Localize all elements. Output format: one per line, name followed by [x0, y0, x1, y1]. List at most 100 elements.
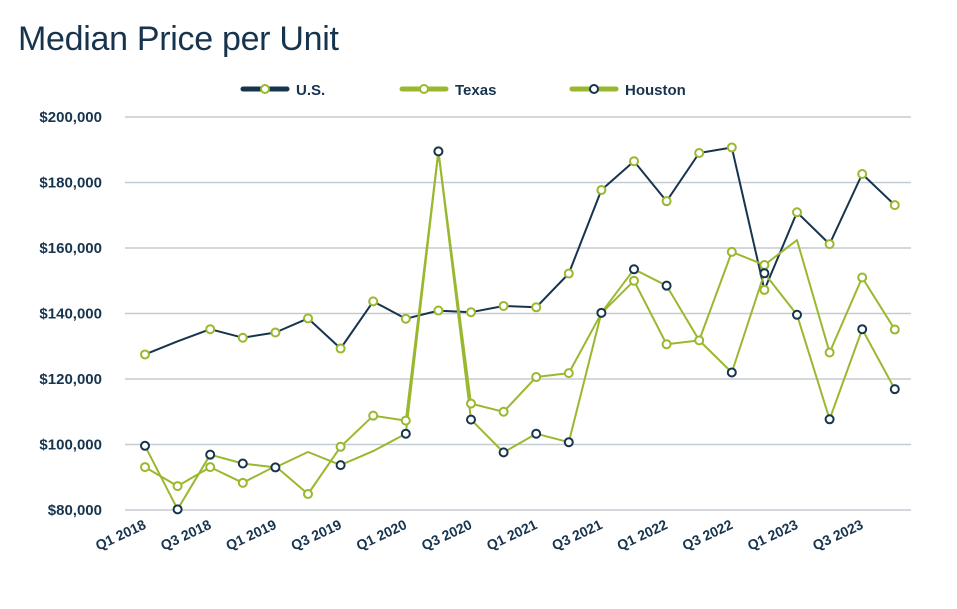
point-houston	[759, 268, 770, 279]
y-tick-label: $200,000	[39, 109, 102, 126]
point-texas	[857, 272, 868, 283]
point-us	[433, 305, 444, 316]
point-texas	[140, 462, 150, 473]
legend-item-us: U.S.	[240, 82, 325, 99]
point-us	[661, 196, 672, 207]
point-houston	[498, 447, 509, 458]
point-us	[335, 343, 346, 354]
point-texas	[498, 406, 509, 417]
legend-swatch-marker	[589, 84, 599, 94]
point-texas	[661, 339, 672, 350]
point-texas	[759, 260, 770, 271]
point-texas	[400, 415, 411, 426]
point-us	[857, 168, 868, 179]
y-tick-label: $80,000	[48, 502, 102, 519]
point-texas	[172, 481, 183, 492]
point-houston	[563, 437, 574, 448]
point-us	[400, 313, 411, 324]
chart-title: Median Price per Unit	[18, 20, 339, 58]
x-tick-label: Q1 2019	[223, 516, 279, 553]
series-line-texas	[144, 150, 896, 495]
point-us	[629, 156, 639, 167]
point-houston	[889, 384, 900, 395]
point-houston	[270, 462, 281, 473]
point-houston	[857, 324, 868, 335]
legend-label: U.S.	[296, 82, 325, 99]
point-houston	[335, 460, 346, 471]
x-tick-label: Q3 2022	[680, 516, 736, 553]
point-texas	[237, 477, 248, 488]
point-us	[270, 327, 281, 338]
point-houston	[140, 440, 150, 451]
point-houston	[433, 146, 444, 157]
y-tick-label: $160,000	[39, 240, 102, 257]
point-us	[237, 332, 248, 343]
point-us	[205, 324, 216, 335]
point-texas	[726, 246, 737, 257]
point-us	[824, 239, 835, 250]
y-tick-label: $180,000	[39, 175, 102, 192]
point-us	[303, 313, 313, 324]
legend-item-houston: Houston	[569, 82, 686, 99]
point-houston	[237, 458, 248, 469]
point-texas	[824, 347, 835, 358]
point-houston	[172, 504, 183, 515]
x-tick-label: Q3 2018	[158, 516, 214, 553]
point-houston	[466, 414, 476, 425]
point-us	[563, 268, 574, 279]
point-us	[498, 300, 509, 311]
point-texas	[466, 398, 476, 409]
point-houston	[726, 367, 737, 378]
x-tick-label: Q3 2019	[288, 516, 344, 553]
point-texas	[335, 441, 346, 452]
point-houston	[531, 428, 542, 439]
point-texas	[629, 275, 639, 286]
x-tick-label: Q1 2021	[484, 516, 540, 553]
legend-item-texas: Texas	[399, 82, 496, 99]
point-texas	[563, 368, 574, 379]
point-us	[726, 142, 737, 153]
point-texas	[531, 372, 542, 383]
point-houston	[792, 309, 802, 320]
point-houston	[596, 307, 607, 318]
x-tick-label: Q1 2022	[614, 516, 670, 553]
point-us	[596, 185, 607, 196]
point-texas	[368, 410, 379, 421]
series-lines	[144, 146, 896, 511]
legend-swatch-marker	[419, 84, 429, 94]
series-line-us	[144, 146, 896, 356]
legend-label: Texas	[455, 82, 496, 99]
x-axis-tick-labels: Q1 2018 Q3 2018 Q1 2019 Q3 2019 Q1 2020 Q3 20…	[93, 516, 866, 553]
x-tick-label: Q3 2020	[419, 516, 475, 553]
legend: U.S. Texas Houston	[240, 82, 686, 99]
point-us	[466, 307, 476, 318]
y-axis-tick-labels: $80,000 $100,000 $120,000 $140,000 $160,000 $…	[39, 109, 102, 519]
point-us	[694, 148, 705, 159]
point-houston	[824, 414, 835, 425]
point-texas	[889, 324, 900, 335]
x-tick-label: Q1 2023	[745, 516, 801, 553]
point-us	[889, 200, 900, 211]
series-markers	[140, 142, 900, 515]
point-us	[140, 349, 150, 360]
x-tick-label: Q3 2021	[549, 516, 605, 553]
y-tick-label: $100,000	[39, 437, 102, 454]
point-us	[792, 207, 802, 218]
point-us	[368, 296, 379, 307]
point-texas	[694, 335, 705, 346]
series-line-houston	[144, 150, 896, 511]
y-tick-label: $140,000	[39, 306, 102, 323]
y-tick-label: $120,000	[39, 371, 102, 388]
point-houston	[400, 428, 411, 439]
x-tick-label: Q1 2018	[93, 516, 149, 553]
point-houston	[629, 264, 639, 275]
legend-swatch-marker	[260, 84, 270, 94]
point-us	[759, 284, 770, 295]
x-tick-label: Q1 2020	[354, 516, 410, 553]
legend-label: Houston	[625, 82, 686, 99]
x-tick-label: Q3 2023	[810, 516, 866, 553]
point-houston	[205, 449, 216, 460]
point-houston	[661, 280, 672, 291]
point-us	[531, 302, 542, 313]
